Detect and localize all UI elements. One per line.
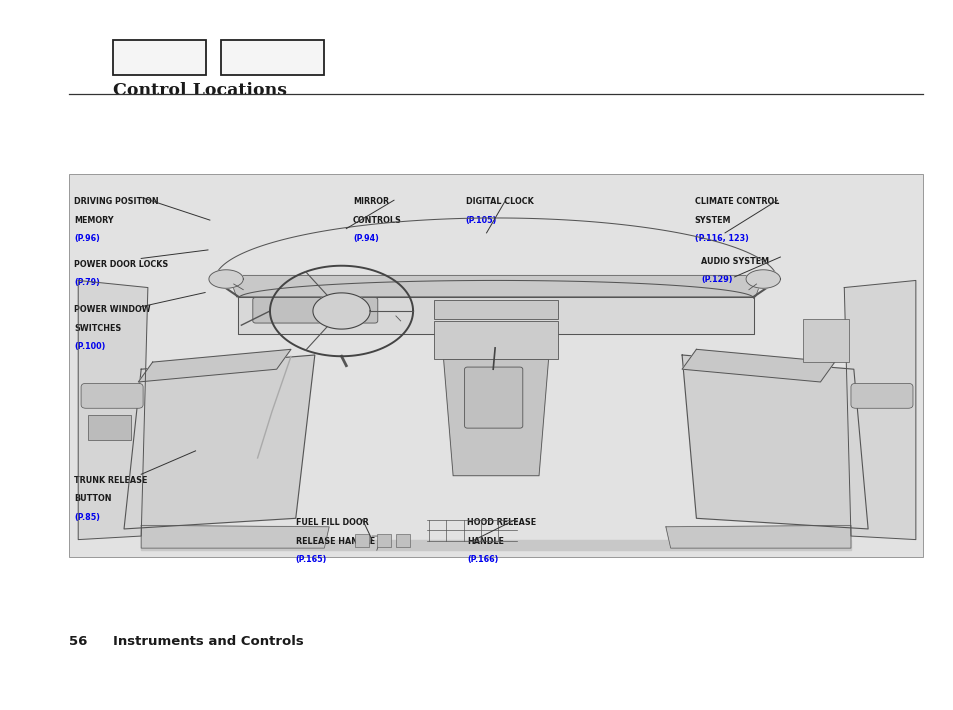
- Polygon shape: [124, 355, 314, 529]
- Text: (P.96): (P.96): [74, 234, 100, 244]
- Polygon shape: [443, 359, 548, 476]
- FancyBboxPatch shape: [81, 383, 143, 408]
- Text: SYSTEM: SYSTEM: [694, 216, 730, 225]
- Text: HOOD RELEASE: HOOD RELEASE: [467, 518, 536, 528]
- FancyBboxPatch shape: [802, 320, 848, 362]
- Polygon shape: [238, 297, 753, 334]
- Text: (P.94): (P.94): [353, 234, 378, 244]
- Text: 56: 56: [69, 635, 87, 648]
- Text: FUEL FILL DOOR: FUEL FILL DOOR: [295, 518, 368, 528]
- Text: Instruments and Controls: Instruments and Controls: [112, 635, 303, 648]
- Text: RELEASE HANDLE: RELEASE HANDLE: [295, 537, 375, 546]
- Polygon shape: [843, 280, 915, 540]
- Text: Control Locations: Control Locations: [112, 82, 286, 99]
- Polygon shape: [141, 540, 850, 550]
- Polygon shape: [681, 349, 834, 382]
- Polygon shape: [681, 355, 867, 529]
- Text: (P.129): (P.129): [700, 275, 732, 285]
- Text: AUDIO SYSTEM: AUDIO SYSTEM: [700, 257, 768, 266]
- Text: HANDLE: HANDLE: [467, 537, 504, 546]
- Text: CONTROLS: CONTROLS: [353, 216, 401, 225]
- FancyBboxPatch shape: [69, 174, 922, 557]
- FancyBboxPatch shape: [112, 40, 206, 75]
- Text: (P.116, 123): (P.116, 123): [694, 234, 747, 244]
- Polygon shape: [209, 270, 243, 288]
- Polygon shape: [141, 525, 329, 548]
- Text: CLIMATE CONTROL: CLIMATE CONTROL: [694, 197, 778, 207]
- Text: MIRROR: MIRROR: [353, 197, 389, 207]
- Text: (P.166): (P.166): [467, 555, 498, 564]
- FancyBboxPatch shape: [464, 367, 522, 428]
- Polygon shape: [745, 270, 780, 288]
- Polygon shape: [138, 349, 291, 382]
- Text: (P.85): (P.85): [74, 513, 100, 522]
- FancyBboxPatch shape: [253, 297, 377, 323]
- FancyBboxPatch shape: [355, 534, 369, 547]
- Polygon shape: [313, 293, 370, 329]
- FancyBboxPatch shape: [850, 383, 912, 408]
- Text: (P.165): (P.165): [295, 555, 327, 564]
- Text: POWER WINDOW: POWER WINDOW: [74, 305, 151, 315]
- Text: (P.105): (P.105): [465, 216, 497, 225]
- Text: BUTTON: BUTTON: [74, 494, 112, 503]
- Text: MEMORY: MEMORY: [74, 216, 114, 225]
- Polygon shape: [229, 275, 762, 297]
- Text: SWITCHES: SWITCHES: [74, 324, 122, 333]
- Text: TRUNK RELEASE: TRUNK RELEASE: [74, 476, 148, 485]
- Polygon shape: [78, 280, 148, 540]
- FancyBboxPatch shape: [434, 321, 558, 359]
- Text: DIGITAL CLOCK: DIGITAL CLOCK: [465, 197, 533, 207]
- FancyBboxPatch shape: [221, 40, 324, 75]
- FancyBboxPatch shape: [88, 415, 131, 440]
- Text: (P.100): (P.100): [74, 342, 106, 351]
- FancyBboxPatch shape: [376, 534, 391, 547]
- Text: DRIVING POSITION: DRIVING POSITION: [74, 197, 159, 207]
- Text: (P.79): (P.79): [74, 278, 100, 288]
- Text: POWER DOOR LOCKS: POWER DOOR LOCKS: [74, 260, 169, 269]
- FancyBboxPatch shape: [434, 300, 558, 320]
- FancyBboxPatch shape: [395, 534, 410, 547]
- Polygon shape: [665, 525, 850, 548]
